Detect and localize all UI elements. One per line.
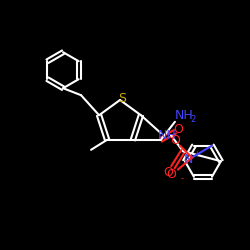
Text: NH: NH bbox=[174, 109, 193, 122]
Text: O: O bbox=[166, 168, 176, 181]
Text: N: N bbox=[184, 153, 194, 166]
Text: O: O bbox=[163, 166, 173, 179]
Text: NH: NH bbox=[158, 129, 176, 142]
Text: 2: 2 bbox=[190, 115, 196, 124]
Text: O: O bbox=[173, 123, 183, 136]
Text: +: + bbox=[194, 150, 200, 159]
Text: S: S bbox=[118, 92, 126, 104]
Text: O: O bbox=[170, 134, 180, 147]
Text: -: - bbox=[180, 174, 184, 183]
